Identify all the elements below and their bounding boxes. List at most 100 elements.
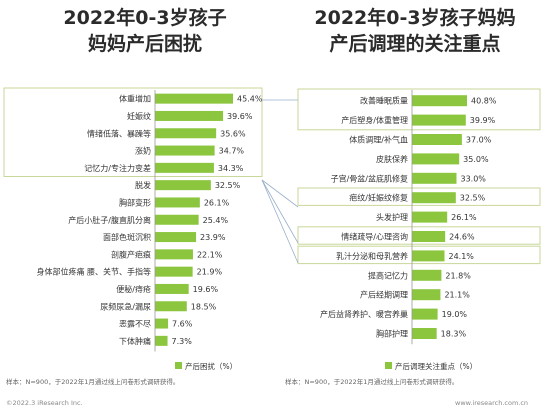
left-value-label: 34.7%	[219, 147, 245, 156]
left-category-label: 胸部变形	[119, 197, 151, 207]
left-value-label: 32.5%	[215, 181, 241, 190]
left-value-label: 25.4%	[203, 216, 229, 225]
left-bar	[155, 197, 200, 208]
left-legend-swatch	[175, 362, 182, 369]
left-bar	[155, 128, 217, 139]
right-bar	[412, 289, 441, 301]
left-sample-note: 样本：N=900，于2022年1月通过线上问卷形式调研获得。	[6, 378, 180, 386]
left-bar	[155, 180, 211, 191]
right-chart-title: 2022年0-3岁孩子妈妈 产后调理的关注重点	[285, 5, 545, 57]
right-value-label: 40.8%	[471, 97, 497, 106]
right-title-line-1: 2022年0-3岁孩子妈妈	[314, 7, 516, 29]
right-category-label: 提高记忆力	[368, 270, 408, 280]
left-category-label: 记忆力/专注力变差	[84, 163, 151, 173]
left-bar	[155, 232, 197, 243]
right-value-label: 19.0%	[442, 310, 468, 319]
left-chart-title: 2022年0-3岁孩子 妈妈产后困扰	[20, 5, 270, 57]
left-category-label: 恶露不尽	[119, 320, 151, 329]
left-category-label: 涨奶	[135, 146, 151, 156]
left-category-label: 便秘/痔疮	[116, 284, 151, 294]
right-value-label: 33.0%	[460, 174, 486, 183]
right-category-label: 皮肤保养	[376, 154, 408, 164]
right-category-label: 改善睡眠质量	[360, 96, 408, 106]
right-bar	[412, 192, 456, 204]
right-value-label: 37.0%	[466, 136, 492, 145]
right-title-line-2: 产后调理的关注重点	[329, 33, 501, 55]
right-category-label: 产后塑身/体重管理	[341, 115, 408, 125]
right-category-label: 疤纹/妊娠纹修复	[349, 193, 408, 203]
right-bar	[412, 95, 467, 107]
left-bar	[155, 145, 215, 156]
right-highlight-box-row	[297, 245, 541, 265]
right-value-label: 35.0%	[463, 155, 489, 164]
left-value-label: 22.1%	[197, 250, 223, 259]
right-value-label: 21.1%	[444, 291, 470, 300]
left-title-line-1: 2022年0-3岁孩子	[63, 7, 227, 29]
right-value-label: 24.6%	[449, 233, 475, 242]
left-bar	[155, 335, 168, 346]
right-value-label: 32.5%	[460, 194, 486, 203]
left-category-label: 尿频尿急/漏尿	[100, 301, 151, 311]
left-bar	[155, 318, 169, 329]
connector-line	[261, 179, 299, 208]
right-legend-swatch	[385, 362, 392, 369]
left-bar	[155, 162, 214, 173]
left-bar	[155, 301, 187, 312]
right-bar	[412, 269, 442, 281]
right-bar	[412, 231, 446, 242]
left-value-label: 7.6%	[172, 320, 193, 329]
right-bar	[412, 328, 437, 339]
right-bar	[412, 211, 448, 223]
left-bar	[155, 249, 193, 260]
right-value-label: 21.8%	[445, 271, 471, 280]
right-value-label: 26.1%	[451, 213, 477, 222]
left-category-label: 身体部位疼痛 腰、关节、手指等	[36, 267, 151, 277]
left-highlight-box	[3, 87, 263, 177]
left-value-label: 34.3%	[218, 164, 244, 173]
right-bar	[412, 134, 462, 145]
left-value-label: 18.5%	[191, 302, 217, 311]
left-category-label: 产后小肚子/腹直肌分离	[68, 215, 151, 225]
left-category-label: 面部色斑沉积	[103, 232, 151, 242]
left-category-label: 下体肿痛	[119, 336, 151, 346]
left-value-label: 35.6%	[220, 129, 246, 138]
left-bar	[155, 283, 189, 294]
left-value-label: 45.4%	[237, 95, 263, 104]
left-value-label: 19.6%	[193, 285, 219, 294]
right-value-label: 18.3%	[441, 330, 467, 339]
footer-website: www.iresearch.com.cn	[455, 399, 529, 407]
right-category-label: 胸部护理	[376, 329, 408, 339]
left-title-line-2: 妈妈产后困扰	[87, 33, 202, 55]
left-category-label: 剖腹产疤痕	[111, 249, 151, 259]
right-sample-note: 样本：N=900，于2022年1月通过线上问卷形式调研获得。	[285, 378, 459, 386]
right-highlight-box-top	[297, 88, 541, 131]
right-value-label: 24.1%	[448, 252, 474, 261]
right-bar	[412, 153, 460, 165]
right-category-label: 子宫/骨盆/盆底肌修复	[331, 173, 408, 183]
right-bar	[412, 250, 445, 262]
left-value-label: 23.9%	[200, 233, 226, 242]
left-value-label: 39.6%	[227, 112, 253, 121]
left-category-label: 体重增加	[119, 94, 151, 104]
left-value-label: 26.1%	[204, 198, 230, 207]
right-highlight-box-row	[297, 187, 541, 206]
right-bar	[412, 308, 438, 320]
footer-copyright: ©2022.3 iResearch Inc.	[6, 399, 83, 407]
left-legend-label: 产后困扰（%）	[185, 361, 237, 371]
right-category-label: 情绪疏导/心理咨询	[341, 232, 408, 242]
right-bar	[412, 114, 466, 126]
left-value-label: 21.9%	[197, 268, 223, 277]
left-category-label: 脱发	[135, 180, 151, 190]
connector-line	[261, 179, 299, 264]
right-highlight-box-row	[297, 226, 541, 245]
left-category-label: 情绪低落、暴躁等	[87, 128, 151, 138]
right-legend-label: 产后调理关注重点（%）	[395, 361, 477, 371]
right-category-label: 产后经期调理	[360, 290, 408, 300]
left-bar	[155, 93, 233, 104]
right-category-label: 乳汁分泌和母乳营养	[336, 251, 408, 261]
right-bar	[412, 172, 457, 184]
right-category-label: 产后益肾养护、暖宫养巢	[320, 309, 408, 319]
right-category-label: 头发护理	[376, 212, 408, 222]
left-bar	[155, 110, 224, 121]
left-bar	[155, 266, 193, 277]
